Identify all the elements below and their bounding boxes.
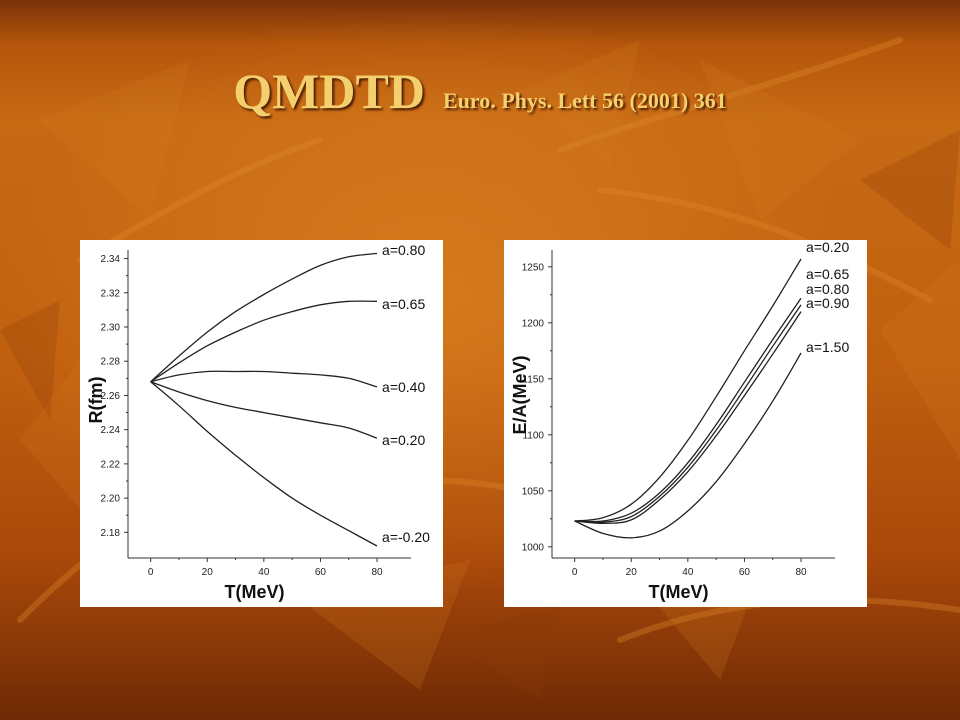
radius-vs-temperature-chart: 2.18 2.20 2.22 2.24 2.26 2.28 2.30 2.32 2.34 0 20 4… — [86, 242, 430, 602]
y-tick-label: 2.18 — [101, 528, 121, 539]
chart-panel-energy: 1000 1050 1100 1150 1200 1250 0 20 40 60 80 T(MeV) E… — [504, 240, 867, 607]
x-tick-label: 0 — [148, 567, 154, 578]
series-line-1 — [574, 258, 802, 522]
series-label-4: a=0.90 — [806, 295, 849, 311]
series-label-5: a=-0.20 — [382, 529, 430, 545]
title-reference: Euro. Phys. Lett 56 (2001) 361 — [442, 88, 727, 113]
energy-vs-temperature-chart: 1000 1050 1100 1150 1200 1250 0 20 40 60 80 T(MeV) E… — [510, 240, 849, 602]
series-label-2: a=0.65 — [806, 266, 849, 282]
series-label-5: a=1.50 — [806, 339, 849, 355]
chart-panel-radius: 2.18 2.20 2.22 2.24 2.26 2.28 2.30 2.32 2.34 0 20 4… — [80, 240, 443, 607]
x-tick-label: 20 — [626, 567, 638, 578]
series-line-3 — [574, 304, 802, 524]
series-label-4: a=0.20 — [382, 432, 425, 448]
y-tick-label: 1150 — [522, 374, 544, 385]
y-tick-label: 1000 — [522, 542, 545, 553]
y-axis-label: E/A(MeV) — [510, 355, 530, 434]
series-line-1 — [150, 252, 378, 383]
series-label-3: a=0.40 — [382, 379, 425, 395]
series-line-2 — [150, 300, 378, 383]
y-tick-label: 2.28 — [101, 357, 121, 368]
x-tick-label: 80 — [371, 567, 383, 578]
series-label-1: a=0.20 — [806, 240, 849, 255]
x-tick-label: 0 — [572, 567, 578, 578]
x-tick-label: 60 — [739, 567, 751, 578]
title-main: QMDTD — [233, 63, 425, 119]
x-tick-label: 40 — [682, 567, 694, 578]
y-tick-label: 2.22 — [101, 459, 121, 470]
series-line-4 — [574, 311, 802, 524]
y-tick-label: 1250 — [522, 262, 545, 273]
y-tick-label: 2.26 — [101, 391, 121, 402]
series-label-3: a=0.80 — [806, 281, 849, 297]
y-tick-label: 2.32 — [101, 288, 121, 299]
x-axis-label: T(MeV) — [649, 582, 709, 602]
x-tick-label: 80 — [795, 567, 807, 578]
x-tick-label: 40 — [258, 567, 270, 578]
series-label-1: a=0.80 — [382, 242, 425, 258]
slide-title: QMDTD Euro. Phys. Lett 56 (2001) 361 — [0, 62, 960, 120]
y-axis-label: R(fm) — [86, 377, 106, 424]
y-tick-label: 1100 — [522, 430, 544, 441]
series-line-2 — [574, 297, 802, 523]
y-tick-label: 2.30 — [101, 323, 121, 334]
x-tick-label: 60 — [315, 567, 327, 578]
series-line-3 — [150, 370, 378, 388]
series-line-5 — [150, 381, 378, 547]
y-tick-label: 1050 — [522, 486, 545, 497]
y-tick-label: 2.34 — [101, 254, 121, 265]
y-tick-label: 2.20 — [101, 494, 121, 505]
series-label-2: a=0.65 — [382, 296, 425, 312]
x-axis-label: T(MeV) — [225, 582, 285, 602]
series-line-5 — [574, 352, 802, 539]
y-tick-label: 1200 — [522, 318, 545, 329]
y-tick-label: 2.24 — [101, 425, 121, 436]
series-line-4 — [150, 381, 378, 439]
x-tick-label: 20 — [202, 567, 214, 578]
